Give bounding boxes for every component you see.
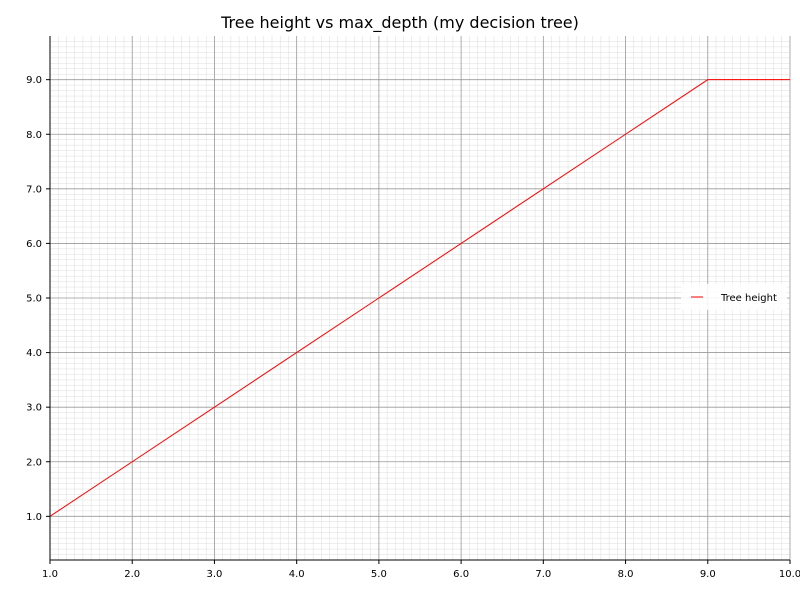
legend: Tree height bbox=[681, 284, 787, 310]
x-tick-label: 9.0 bbox=[700, 569, 716, 580]
x-tick-label: 5.0 bbox=[371, 569, 387, 580]
x-tick-label: 8.0 bbox=[618, 569, 634, 580]
legend-label: Tree height bbox=[720, 293, 777, 304]
x-tick-label: 1.0 bbox=[42, 569, 58, 580]
y-tick-label: 2.0 bbox=[26, 457, 42, 468]
chart-title: Tree height vs max_depth (my decision tr… bbox=[220, 13, 579, 33]
y-axis-ticks: 1.0 2.0 3.0 4.0 5.0 6.0 7.0 8.0 9.0 bbox=[26, 75, 50, 523]
y-tick-label: 9.0 bbox=[26, 75, 42, 86]
y-tick-label: 5.0 bbox=[26, 294, 42, 305]
x-tick-label: 2.0 bbox=[124, 569, 140, 580]
x-tick-label: 3.0 bbox=[206, 569, 222, 580]
x-tick-label: 6.0 bbox=[453, 569, 469, 580]
y-tick-label: 8.0 bbox=[26, 130, 42, 141]
y-tick-label: 1.0 bbox=[26, 512, 42, 523]
y-tick-label: 4.0 bbox=[26, 348, 42, 359]
x-axis-ticks: 1.0 2.0 3.0 4.0 5.0 6.0 7.0 8.0 9.0 10.0 bbox=[42, 560, 800, 580]
x-tick-label: 10.0 bbox=[779, 569, 800, 580]
series-layer bbox=[49, 79, 790, 517]
y-tick-label: 6.0 bbox=[26, 239, 42, 250]
x-tick-label: 7.0 bbox=[535, 569, 551, 580]
x-tick-label: 4.0 bbox=[289, 569, 305, 580]
y-tick-label: 3.0 bbox=[26, 403, 42, 414]
series-line-tree-height bbox=[49, 79, 790, 517]
y-tick-label: 7.0 bbox=[26, 184, 42, 195]
